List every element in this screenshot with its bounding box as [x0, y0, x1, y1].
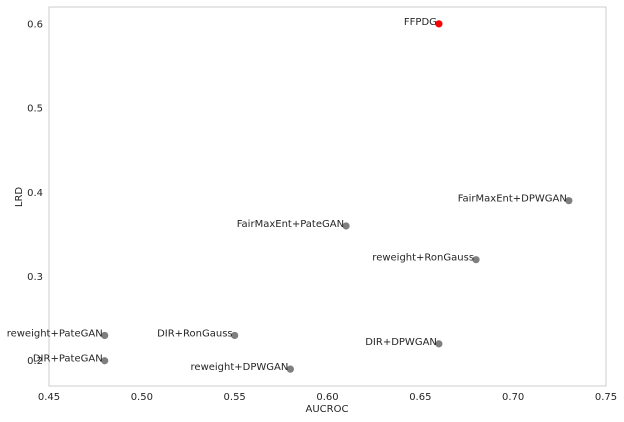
- x-tick-label: 0.50: [131, 392, 153, 403]
- data-point: [101, 357, 109, 365]
- data-point-label: FFPDG: [404, 17, 437, 28]
- data-point: [286, 365, 294, 373]
- y-tick-label: 0.4: [27, 188, 43, 199]
- x-tick-label: 0.65: [409, 392, 431, 403]
- data-point-label: FairMaxEnt+PateGAN: [237, 219, 344, 230]
- y-tick-label: 0.5: [27, 104, 43, 115]
- data-point: [101, 331, 109, 340]
- data-points: [101, 20, 573, 373]
- y-tick-label: 0.3: [27, 272, 43, 283]
- data-point: [435, 20, 443, 28]
- y-axis-ticks: 0.2 0.3 0.4 0.5 0.6: [27, 19, 43, 367]
- data-point-label: FairMaxEnt+DPWGAN: [458, 194, 567, 205]
- y-axis-label: LRD: [14, 187, 25, 208]
- x-tick-label: 0.75: [595, 392, 617, 403]
- x-tick-label: 0.55: [224, 392, 246, 403]
- data-point-label: DIR+PateGAN: [33, 354, 103, 365]
- y-tick-label: 0.6: [27, 19, 43, 30]
- x-tick-label: 0.60: [316, 392, 338, 403]
- plot-area: [48, 6, 607, 387]
- x-axis-ticks: 0.45 0.50 0.55 0.60 0.65 0.70 0.75: [38, 392, 617, 403]
- data-point-label: reweight+RonGauss: [372, 253, 474, 264]
- x-axis-label: AUCROC: [306, 404, 349, 415]
- x-tick-label: 0.70: [502, 392, 524, 403]
- data-point: [472, 256, 480, 264]
- data-point: [435, 340, 443, 348]
- data-point: [231, 331, 239, 340]
- y-tick-label: 0.2: [27, 356, 43, 367]
- data-point: [342, 222, 350, 230]
- data-point-label: reweight+DPWGAN: [191, 362, 289, 373]
- data-point-labels: FFPDG FairMaxEnt+DPWGAN FairMaxEnt+PateGAN…: [7, 17, 567, 373]
- data-point-label: DIR+RonGauss: [157, 328, 233, 339]
- x-tick-label: 0.45: [38, 392, 60, 403]
- data-point: [565, 197, 573, 205]
- data-point-label: DIR+DPWGAN: [365, 337, 437, 348]
- data-point-label: reweight+PateGAN: [7, 328, 103, 339]
